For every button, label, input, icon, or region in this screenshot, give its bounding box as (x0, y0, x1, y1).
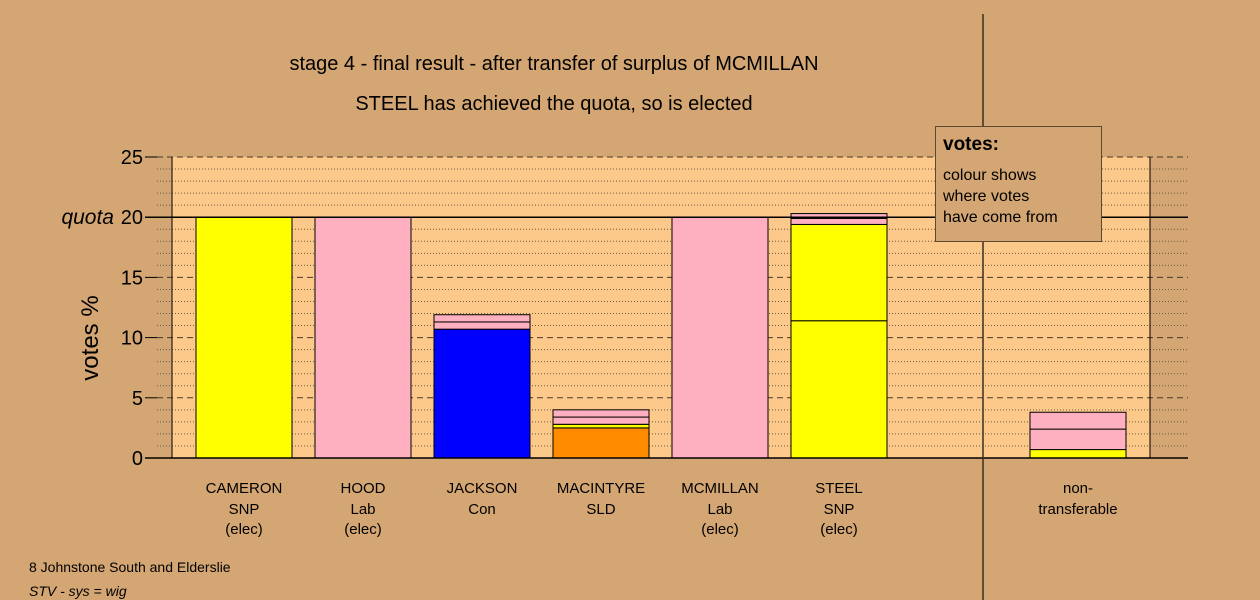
legend-heading: votes: (943, 134, 999, 155)
chart-subtitle: STEEL has achieved the quota, so is elec… (355, 93, 753, 115)
bar-macintyre-segment (552, 427, 650, 459)
legend-line: where votes (943, 188, 1030, 205)
candidate-name: JACKSON (446, 480, 518, 497)
bar-non-transferable-segment (1029, 428, 1127, 451)
candidate-label-macintyre: MACINTYRE SLD (536, 479, 666, 520)
chart-title: stage 4 - final result - after transfer … (289, 53, 819, 75)
chart-legend: votes: colour shows where votes have com… (935, 126, 1102, 242)
candidate-name: HOOD (340, 480, 386, 497)
y-tick-label: 5 (132, 388, 143, 410)
y-axis-label: votes % (77, 295, 104, 380)
candidate-label-mcmillan: MCMILLAN Lab (elec) (655, 479, 785, 541)
candidate-status: (elec) (344, 521, 382, 538)
candidate-name: CAMERON (205, 480, 283, 497)
candidate-label-steel: STEEL SNP (elec) (774, 479, 904, 541)
bar-non-transferable-segment (1029, 449, 1127, 459)
candidate-name: MCMILLAN (681, 480, 759, 497)
bar-mcmillan-segment (671, 216, 769, 459)
candidate-name: MACINTYRE (556, 480, 646, 497)
bar-jackson-segment (433, 328, 531, 459)
y-tick-label: 10 (121, 328, 143, 350)
candidate-party: Con (468, 500, 496, 518)
candidate-status: (elec) (701, 521, 739, 538)
quota-label: quota (61, 206, 114, 229)
bar-macintyre-segment (552, 409, 650, 418)
bar-steel-segment (790, 217, 888, 225)
bar-steel-segment (790, 223, 888, 322)
candidate-label-hood: HOOD Lab (elec) (298, 479, 428, 541)
y-tick-label: 0 (132, 448, 143, 470)
bar-macintyre-segment (552, 416, 650, 425)
footer-ward: 8 Johnstone South and Elderslie (29, 559, 231, 575)
candidate-party: SNP (228, 500, 260, 518)
legend-line: colour shows (943, 167, 1037, 184)
candidate-label-cameron: CAMERON SNP (elec) (179, 479, 309, 541)
bar-cameron-segment (195, 216, 293, 459)
candidate-status: (elec) (225, 521, 263, 538)
candidate-status: (elec) (820, 521, 858, 538)
candidate-party: SNP (823, 500, 855, 518)
candidate-label-jackson: JACKSON Con (417, 479, 547, 520)
y-tick-label: 25 (121, 147, 143, 169)
bar-steel-segment (790, 320, 888, 459)
footer-system: STV - sys = wig (29, 583, 127, 599)
legend-line: have come from (943, 209, 1058, 226)
candidate-party: SLD (586, 500, 616, 518)
non-transferable-label: non- transferable (1038, 480, 1118, 518)
bar-macintyre-segment (552, 423, 650, 429)
bar-jackson-segment (433, 314, 531, 323)
bar-jackson-segment (433, 321, 531, 330)
bar-hood-segment (314, 216, 412, 459)
candidate-party: Lab (707, 500, 733, 518)
candidate-party: Lab (350, 500, 376, 518)
bar-non-transferable-segment (1029, 411, 1127, 430)
y-tick-label: 15 (121, 267, 143, 289)
y-tick-label: 20 (121, 207, 143, 229)
bar-steel-segment (790, 213, 888, 219)
candidate-name: STEEL (815, 480, 863, 497)
